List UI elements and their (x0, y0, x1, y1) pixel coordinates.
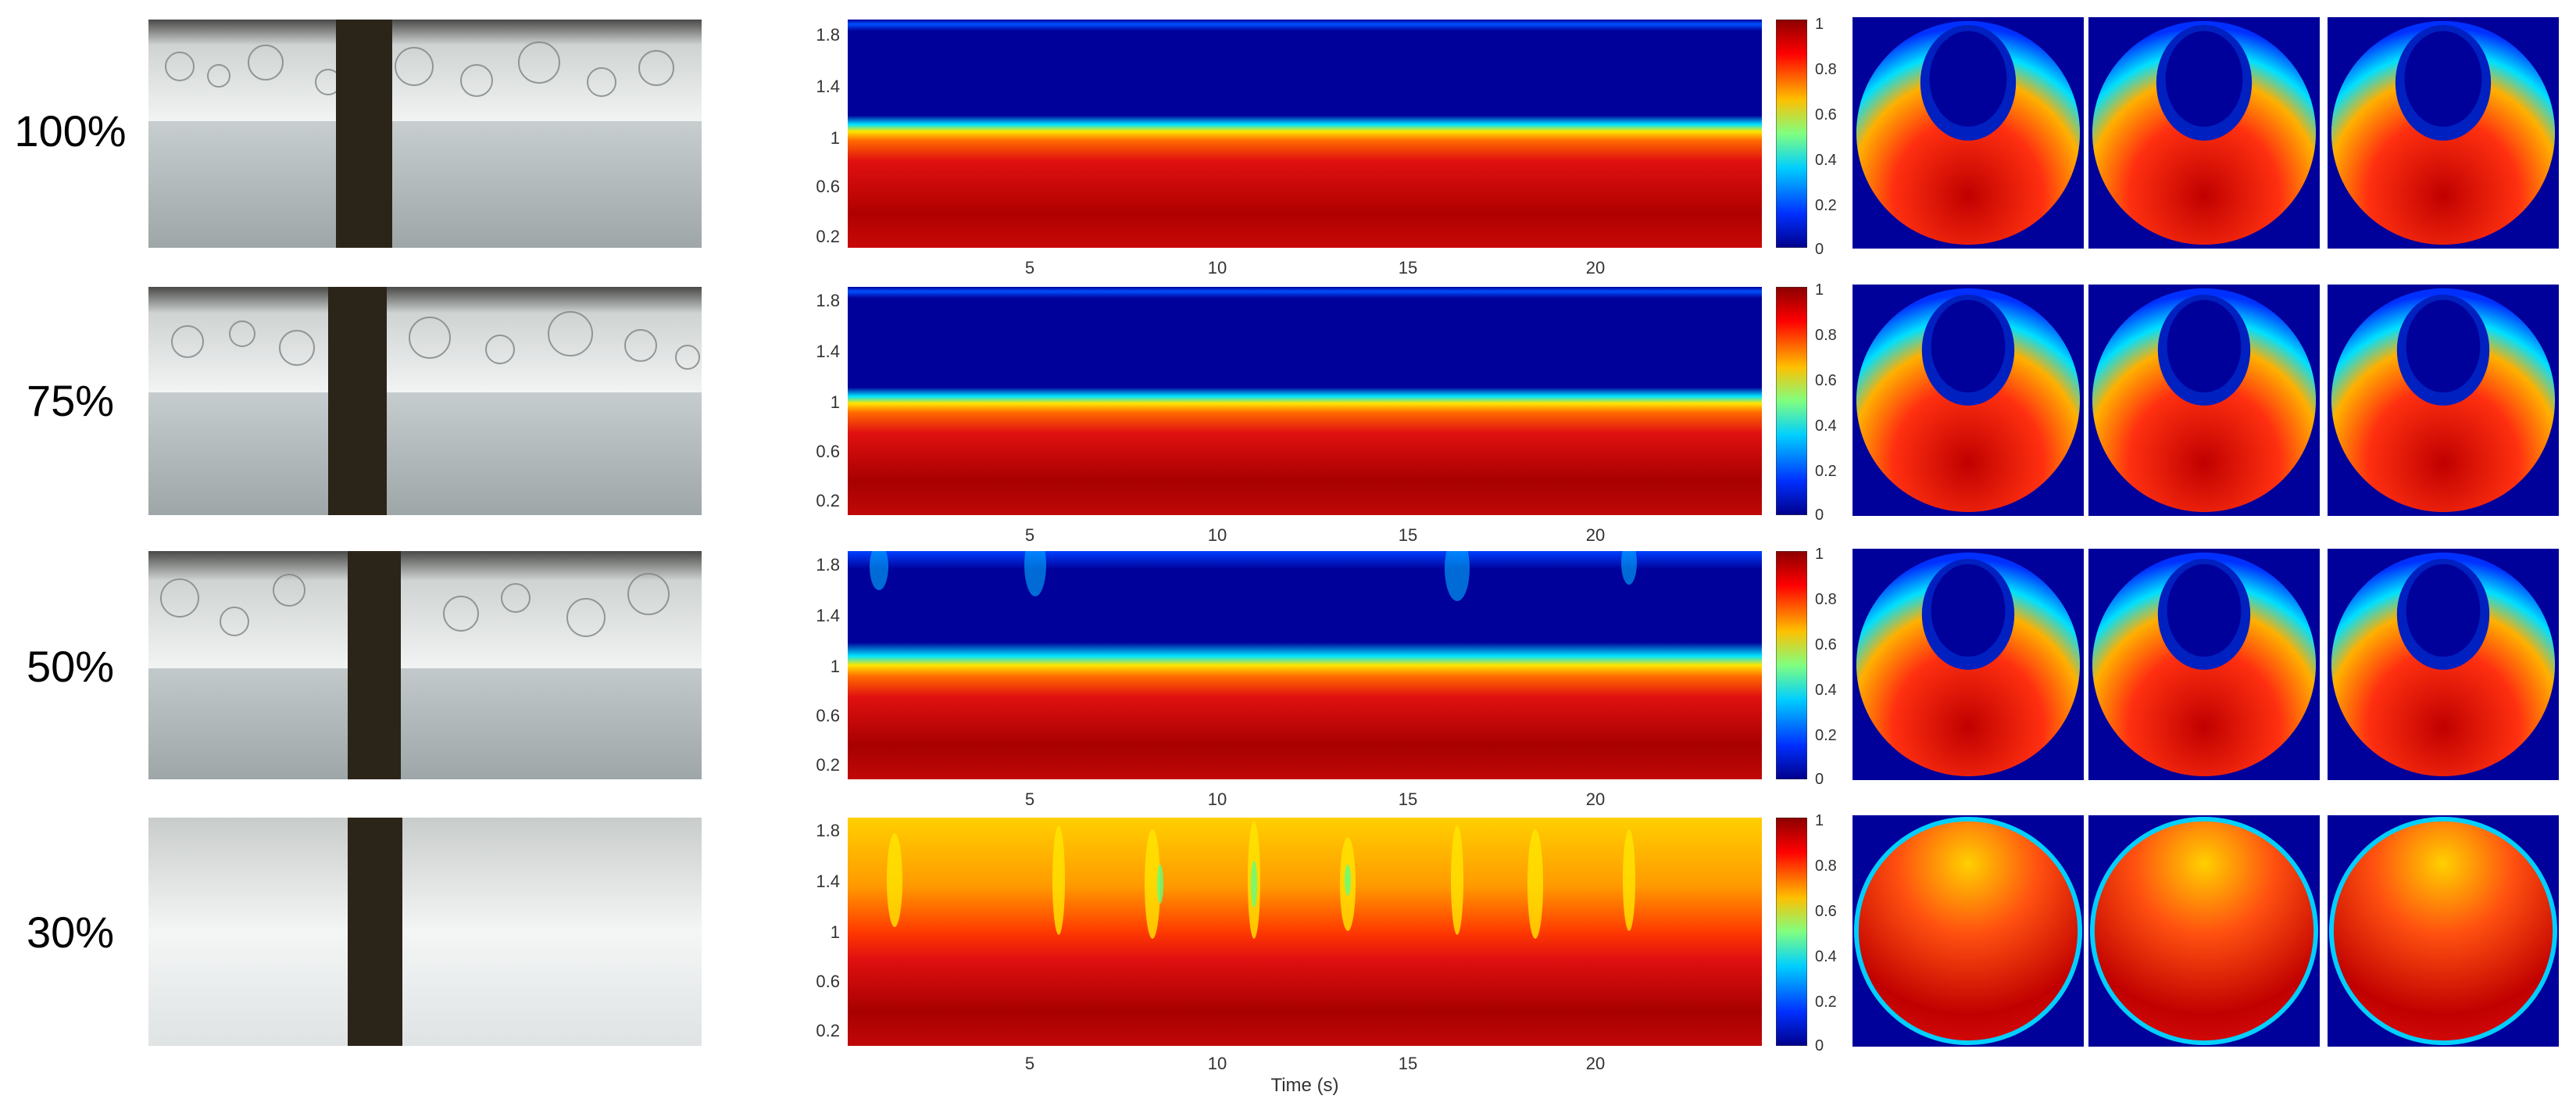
row-label-30: 30% (26, 908, 115, 957)
colorbar-tick: 1 (1815, 281, 1824, 299)
x-tick: 20 (1585, 525, 1606, 545)
colorbar-tick: 0.6 (1815, 106, 1837, 124)
x-tick: 5 (1024, 525, 1035, 545)
x-tick: 10 (1207, 258, 1227, 277)
colorbar-tick: 0.4 (1815, 682, 1837, 699)
tomogram-75-a (1852, 285, 2085, 516)
x-tick: 15 (1398, 789, 1418, 809)
x-tick: 15 (1398, 258, 1418, 277)
colorbar (1776, 551, 1807, 779)
colorbar-tick: 0.2 (1815, 197, 1837, 214)
colorbar-tick: 0.8 (1815, 591, 1837, 608)
x-tick: 5 (1024, 258, 1035, 277)
x-tick: 10 (1207, 1054, 1227, 1073)
y-tick: 1.8 (816, 555, 840, 575)
y-tick: 1.8 (816, 25, 840, 45)
y-tick: 1 (830, 128, 840, 148)
x-tick: 20 (1585, 258, 1606, 277)
y-tick: 0.6 (816, 442, 840, 461)
y-tick: 1 (830, 922, 840, 942)
timeseries-heatmap-75 (848, 287, 1762, 515)
colorbar-tick: 0 (1815, 241, 1824, 258)
tomogram-30-b (2088, 815, 2321, 1047)
tomogram-75-b (2088, 285, 2321, 516)
y-tick: 0.2 (816, 491, 840, 510)
colorbar-tick: 0.4 (1815, 152, 1837, 169)
photo-panel-30 (148, 818, 702, 1046)
photo-panel-100 (148, 20, 702, 248)
tomogram-75-c (2327, 285, 2560, 516)
y-tick: 1.4 (816, 77, 840, 96)
x-tick: 10 (1207, 789, 1227, 809)
colorbar-tick: 0.4 (1815, 948, 1837, 965)
x-tick: 15 (1398, 525, 1418, 545)
y-tick: 1.4 (816, 342, 840, 361)
tomogram-30-a (1852, 815, 2085, 1047)
y-tick: 0.6 (816, 972, 840, 991)
colorbar (1776, 287, 1807, 515)
x-axis-label: Time (s) (1270, 1075, 1339, 1096)
colorbar-tick: 1 (1815, 546, 1824, 563)
colorbar (1776, 20, 1807, 248)
colorbar-tick: 0 (1815, 771, 1824, 788)
colorbar-tick: 0.8 (1815, 857, 1837, 875)
tomogram-50-a (1852, 549, 2085, 780)
timeseries-heatmap-50 (848, 551, 1762, 779)
tomogram-50-c (2327, 549, 2560, 780)
row-label-75: 75% (26, 376, 115, 425)
colorbar-tick: 0.6 (1815, 903, 1837, 920)
colorbar-tick: 0.2 (1815, 727, 1837, 744)
colorbar-tick: 0.6 (1815, 636, 1837, 653)
colorbar-tick: 0.8 (1815, 61, 1837, 78)
colorbar-tick: 0.8 (1815, 327, 1837, 344)
photo-panel-50 (148, 551, 702, 779)
y-tick: 1.8 (816, 821, 840, 840)
y-tick: 1.8 (816, 291, 840, 310)
colorbar-tick: 0.4 (1815, 417, 1837, 435)
y-tick: 1.4 (816, 606, 840, 625)
y-tick: 0.6 (816, 706, 840, 725)
colorbar-tick: 0 (1815, 1037, 1824, 1054)
row-label-50: 50% (26, 642, 115, 691)
y-tick: 0.2 (816, 227, 840, 246)
colorbar-tick: 1 (1815, 812, 1824, 829)
x-tick: 10 (1207, 525, 1227, 545)
x-tick: 5 (1024, 789, 1035, 809)
colorbar-tick: 0.2 (1815, 993, 1837, 1011)
y-tick: 1 (830, 392, 840, 412)
tomogram-50-b (2088, 549, 2321, 780)
row-label-100: 100% (14, 106, 127, 156)
y-tick: 1 (830, 657, 840, 676)
x-tick: 20 (1585, 789, 1606, 809)
tomogram-100-c (2327, 17, 2560, 249)
colorbar-tick: 1 (1815, 16, 1824, 33)
colorbar-tick: 0.2 (1815, 463, 1837, 480)
timeseries-heatmap-100 (848, 20, 1762, 248)
x-tick: 20 (1585, 1054, 1606, 1073)
tomogram-100-a (1852, 17, 2085, 249)
x-tick: 15 (1398, 1054, 1418, 1073)
colorbar-tick: 0.6 (1815, 372, 1837, 389)
y-tick: 0.2 (816, 1021, 840, 1040)
tomogram-30-c (2327, 815, 2560, 1047)
y-tick: 1.4 (816, 872, 840, 891)
tomogram-100-b (2088, 17, 2321, 249)
x-tick: 5 (1024, 1054, 1035, 1073)
timeseries-heatmap-30 (848, 818, 1762, 1046)
photo-panel-75 (148, 287, 702, 515)
colorbar (1776, 818, 1807, 1046)
y-tick: 0.6 (816, 177, 840, 196)
y-tick: 0.2 (816, 755, 840, 775)
colorbar-tick: 0 (1815, 507, 1824, 524)
